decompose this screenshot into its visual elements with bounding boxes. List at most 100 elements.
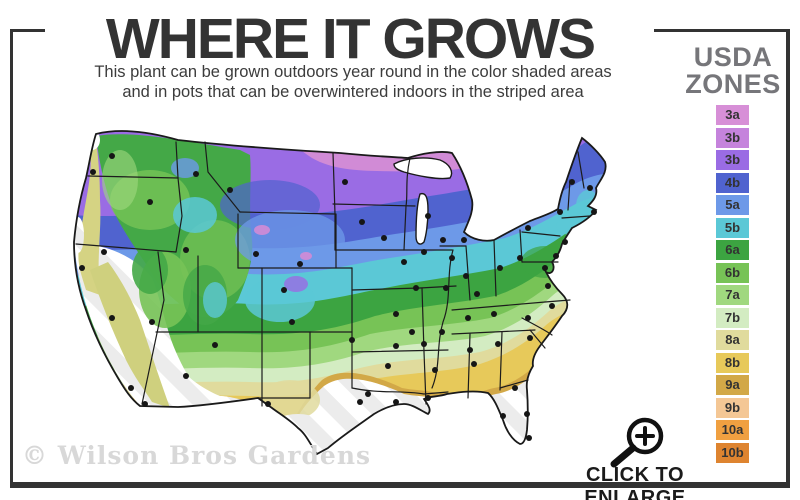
legend-zone-swatch: 6a [716,240,749,260]
city-dot [253,251,259,257]
city-dot [79,265,85,271]
page-title: WHERE IT GROWS [105,7,596,71]
city-dot [439,329,445,335]
city-dot [101,249,107,255]
city-dot [421,249,427,255]
city-dot [385,363,391,369]
city-dot [393,311,399,317]
city-dot [90,169,96,175]
legend-zone-swatch: 3b [716,150,749,170]
city-dot [497,265,503,271]
city-dot [425,395,431,401]
city-dot [443,285,449,291]
city-dot [289,319,295,325]
city-dot [381,235,387,241]
city-dot [440,237,446,243]
legend-zone-swatch: 10b [716,442,749,463]
legend-zone-swatch: 3a [716,105,749,125]
city-dot [525,315,531,321]
city-markers [79,153,597,441]
city-dot [193,171,199,177]
legend-zone-swatch: 10a [716,420,749,440]
city-dot [526,435,532,441]
city-dot [365,391,371,397]
legend-zones: 3a 3b 3b 4b 5a 5b 6a 6b 7a 7b 8a 8b 9a 9b 10a 10b [716,105,749,465]
legend-zone-swatch: 8b [716,352,749,373]
city-dot [512,385,518,391]
legend-zone-swatch: 5b [716,217,749,238]
city-dot [349,337,355,343]
legend-title-line-2: ZONES [685,69,781,99]
city-dot [421,341,427,347]
city-dot [569,179,575,185]
city-dot [342,179,348,185]
legend-title: USDA ZONES [664,44,800,98]
city-dot [357,399,363,405]
legend-title-line-1: USDA [693,42,773,72]
city-dot [265,401,271,407]
city-dot [463,273,469,279]
subtitle-line-1: This plant can be grown outdoors year ro… [94,63,612,81]
us-outline [73,130,607,456]
city-dot [401,259,407,265]
city-dot [553,253,559,259]
city-dot [517,255,523,261]
city-dot [432,367,438,373]
city-dot [557,209,563,215]
legend-zone-swatch: 5a [716,195,749,215]
legend-zone-swatch: 3b [716,127,749,148]
city-dot [147,199,153,205]
watermark: © Wilson Bros Gardens [22,441,372,470]
city-dot [587,185,593,191]
legend-zone-swatch: 9b [716,397,749,418]
city-dot [393,399,399,405]
legend-zone-swatch: 4b [716,172,749,193]
city-dot [562,239,568,245]
legend-zone-swatch: 8a [716,330,749,350]
city-dot [183,247,189,253]
city-dot [128,385,134,391]
city-dot [212,342,218,348]
city-dot [465,315,471,321]
city-dot [109,315,115,321]
city-dot [525,225,531,231]
city-dot [409,329,415,335]
zone-shading [74,131,606,454]
city-dot [281,287,287,293]
city-dot [109,153,115,159]
frame-bottom [10,482,790,488]
zoom-in-icon[interactable] [610,417,664,468]
legend-zone-swatch: 7b [716,307,749,328]
city-dot [495,341,501,347]
legend-zone-swatch: 6b [716,262,749,283]
frame-top-right [654,29,790,32]
frame-right [786,29,790,488]
city-dot [461,237,467,243]
city-dot [393,343,399,349]
city-dot [297,261,303,267]
city-dot [491,311,497,317]
frame-top-left [10,29,45,32]
city-dot [500,413,506,419]
city-dot [359,219,365,225]
frame-left [10,29,13,485]
legend-zone-swatch: 9a [716,375,749,395]
city-dot [474,291,480,297]
city-dot [183,373,189,379]
city-dot [413,285,419,291]
click-to-enlarge-button[interactable]: CLICK TO ENLARGE [584,464,686,500]
city-dot [591,209,597,215]
city-dot [545,283,551,289]
city-dot [142,401,148,407]
subtitle-line-2: and in pots that can be overwintered ind… [122,83,584,101]
subtitle: This plant can be grown outdoors year ro… [0,62,706,102]
city-dot [471,361,477,367]
city-dot [527,335,533,341]
legend-zone-swatch: 7a [716,285,749,305]
city-dot [425,213,431,219]
city-dot [524,411,530,417]
city-dot [542,265,548,271]
state-borders [75,141,591,407]
